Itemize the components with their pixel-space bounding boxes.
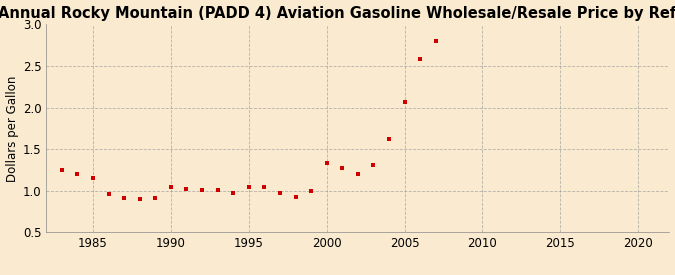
Point [196,188,207,192]
Point [119,196,130,200]
Point [227,191,238,196]
Point [321,161,332,166]
Title: Annual Rocky Mountain (PADD 4) Aviation Gasoline Wholesale/Resale Price by Refin: Annual Rocky Mountain (PADD 4) Aviation … [0,6,675,21]
Point [134,197,145,201]
Point [88,176,99,180]
Point [103,192,114,196]
Point [337,166,348,170]
Point [181,187,192,191]
Point [72,172,83,176]
Point [290,194,301,199]
Point [212,188,223,192]
Point [306,189,317,193]
Point [275,191,286,196]
Point [383,137,394,141]
Point [259,185,270,189]
Point [399,100,410,104]
Point [165,185,176,190]
Point [368,163,379,167]
Y-axis label: Dollars per Gallon: Dollars per Gallon [5,75,18,182]
Point [414,56,425,61]
Point [57,168,68,172]
Point [431,39,441,43]
Point [150,196,161,200]
Point [244,185,254,190]
Point [352,172,363,176]
